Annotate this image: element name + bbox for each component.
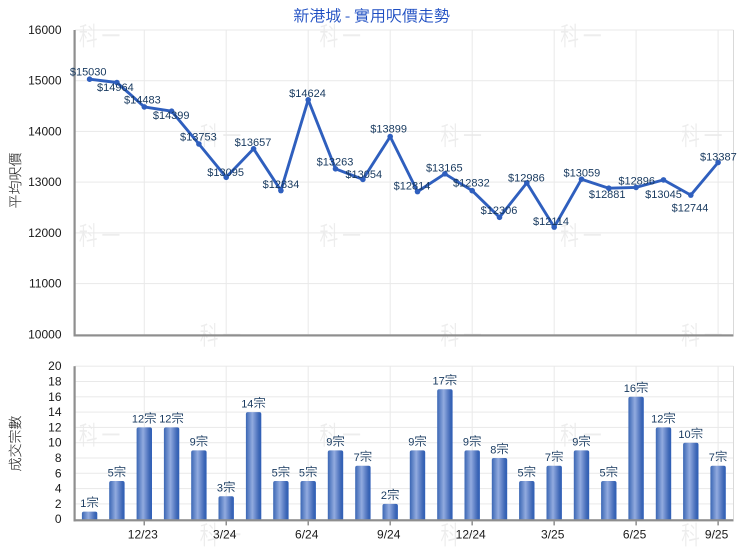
svg-text:3: 3	[217, 483, 223, 495]
svg-text:9: 9	[326, 437, 332, 449]
svg-text:0: 0	[55, 512, 62, 526]
svg-text:16000: 16000	[28, 23, 62, 37]
svg-text:10: 10	[48, 436, 62, 450]
svg-text:14: 14	[48, 405, 62, 419]
svg-text:$12881: $12881	[589, 189, 626, 201]
svg-text:10000: 10000	[28, 327, 62, 341]
svg-text:9: 9	[463, 437, 469, 449]
svg-text:1: 1	[80, 498, 86, 510]
svg-text:9/25: 9/25	[705, 527, 729, 541]
svg-text:$12744: $12744	[672, 203, 709, 215]
svg-text:8: 8	[55, 451, 62, 465]
svg-text:10: 10	[678, 429, 690, 441]
svg-text:14: 14	[241, 398, 253, 410]
svg-text:9: 9	[572, 437, 578, 449]
svg-text:7: 7	[354, 452, 360, 464]
svg-text:12: 12	[159, 414, 171, 426]
svg-text:7: 7	[545, 452, 551, 464]
svg-text:12: 12	[48, 420, 62, 434]
svg-text:6/25: 6/25	[623, 527, 647, 541]
svg-text:$13054: $13054	[345, 169, 382, 181]
svg-text:17: 17	[433, 376, 445, 388]
svg-text:12/24: 12/24	[456, 527, 486, 541]
svg-text:6: 6	[55, 466, 62, 480]
svg-text:$12814: $12814	[394, 181, 431, 193]
svg-text:13000: 13000	[28, 175, 62, 189]
svg-text:8: 8	[490, 444, 496, 456]
svg-text:$12306: $12306	[481, 205, 518, 217]
svg-text:$12896: $12896	[618, 176, 655, 188]
svg-text:16: 16	[48, 390, 62, 404]
svg-text:12: 12	[132, 414, 144, 426]
svg-text:20: 20	[48, 359, 62, 373]
svg-text:$12834: $12834	[263, 179, 300, 191]
svg-text:6/24: 6/24	[295, 527, 319, 541]
svg-text:3/25: 3/25	[541, 527, 565, 541]
svg-text:$15030: $15030	[70, 67, 107, 79]
svg-text:$13263: $13263	[317, 157, 354, 169]
svg-text:2: 2	[55, 497, 62, 511]
svg-text:18: 18	[48, 375, 62, 389]
svg-text:12/23: 12/23	[128, 527, 158, 541]
svg-text:9/24: 9/24	[377, 527, 401, 541]
svg-text:15000: 15000	[28, 74, 62, 88]
svg-text:$14624: $14624	[289, 88, 326, 100]
svg-text:$13753: $13753	[180, 131, 217, 143]
svg-text:$12832: $12832	[453, 177, 490, 189]
svg-text:$13387: $13387	[700, 151, 737, 163]
svg-text:$13165: $13165	[426, 162, 463, 174]
svg-text:$14964: $14964	[97, 82, 134, 94]
svg-text:5: 5	[108, 467, 114, 479]
svg-text:9: 9	[408, 437, 414, 449]
svg-text:$13657: $13657	[235, 137, 272, 149]
svg-text:7: 7	[709, 452, 715, 464]
svg-text:$12986: $12986	[508, 173, 545, 185]
svg-text:$12114: $12114	[533, 216, 569, 228]
svg-text:$14399: $14399	[153, 110, 190, 122]
svg-text:5: 5	[600, 467, 606, 479]
svg-text:$13095: $13095	[207, 167, 244, 179]
svg-text:2: 2	[381, 490, 387, 502]
svg-text:$14483: $14483	[124, 94, 161, 106]
svg-text:16: 16	[624, 383, 636, 395]
svg-text:$13899: $13899	[370, 123, 407, 135]
svg-text:12000: 12000	[28, 226, 62, 240]
svg-text:5: 5	[272, 467, 278, 479]
svg-text:4: 4	[55, 482, 62, 496]
svg-text:5: 5	[518, 467, 524, 479]
svg-text:9: 9	[190, 437, 196, 449]
svg-text:11000: 11000	[29, 277, 62, 291]
svg-text:14000: 14000	[28, 124, 62, 138]
svg-text:$13045: $13045	[645, 189, 682, 201]
svg-text:3/24: 3/24	[213, 527, 237, 541]
svg-text:12: 12	[651, 414, 663, 426]
svg-text:$13059: $13059	[564, 168, 601, 180]
svg-text:5: 5	[299, 467, 305, 479]
